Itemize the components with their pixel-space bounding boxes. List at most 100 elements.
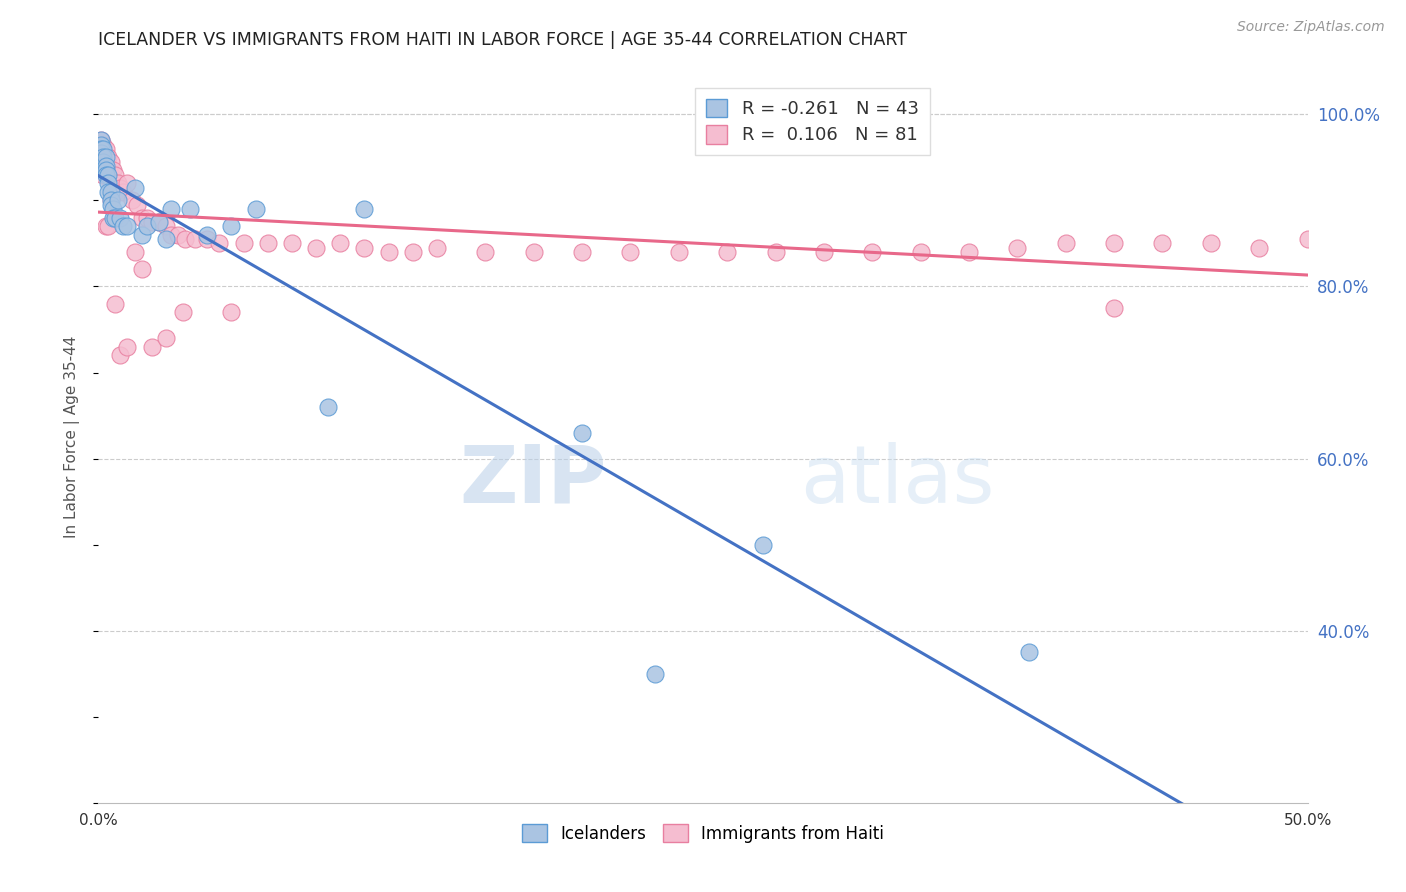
Point: [121, 194, 143, 208]
Legend: Icelanders, Immigrants from Haiti: Icelanders, Immigrants from Haiti: [515, 818, 891, 849]
Point: [1054, 236, 1077, 251]
Point: [104, 176, 127, 190]
Point: [90, 133, 112, 147]
Point: [752, 538, 775, 552]
Point: [1152, 236, 1174, 251]
Point: [107, 194, 129, 208]
Point: [155, 331, 177, 345]
Point: [90, 163, 112, 178]
Point: [100, 154, 122, 169]
Point: [90, 146, 112, 161]
Point: [91, 142, 114, 156]
Text: ZIP: ZIP: [458, 442, 606, 520]
Point: [184, 232, 207, 246]
Point: [107, 176, 129, 190]
Point: [108, 211, 131, 225]
Point: [1102, 236, 1125, 251]
Point: [100, 194, 122, 208]
Point: [91, 163, 114, 178]
Point: [765, 245, 787, 260]
Point: [97, 168, 120, 182]
Point: [100, 168, 122, 182]
Point: [172, 305, 194, 319]
Point: [221, 305, 243, 319]
Point: [141, 340, 163, 354]
Point: [1018, 645, 1040, 659]
Point: [281, 236, 304, 251]
Point: [1199, 236, 1222, 251]
Point: [195, 232, 218, 246]
Point: [91, 150, 114, 164]
Point: [104, 211, 127, 225]
Point: [111, 219, 134, 234]
Point: [90, 133, 112, 147]
Point: [131, 211, 153, 225]
Point: [305, 241, 328, 255]
Point: [957, 245, 980, 260]
Point: [1296, 232, 1319, 246]
Point: [90, 137, 112, 152]
Point: [97, 168, 120, 182]
Point: [316, 400, 339, 414]
Point: [1102, 301, 1125, 315]
Point: [117, 219, 139, 234]
Point: [108, 348, 131, 362]
Point: [167, 227, 190, 242]
Point: [90, 154, 112, 169]
Point: [148, 215, 170, 229]
Point: [910, 245, 932, 260]
Point: [101, 211, 124, 225]
Point: [141, 215, 163, 229]
Point: [111, 185, 134, 199]
Point: [94, 150, 117, 164]
Point: [91, 146, 114, 161]
Point: [91, 137, 114, 152]
Point: [97, 219, 120, 234]
Text: ICELANDER VS IMMIGRANTS FROM HAITI IN LABOR FORCE | AGE 35-44 CORRELATION CHART: ICELANDER VS IMMIGRANTS FROM HAITI IN LA…: [98, 31, 907, 49]
Point: [131, 262, 153, 277]
Point: [221, 219, 243, 234]
Point: [94, 150, 117, 164]
Point: [1249, 241, 1271, 255]
Text: atlas: atlas: [800, 442, 994, 520]
Point: [195, 227, 218, 242]
Point: [91, 154, 114, 169]
Point: [124, 245, 146, 260]
Point: [668, 245, 690, 260]
Y-axis label: In Labor Force | Age 35-44: In Labor Force | Age 35-44: [63, 336, 80, 538]
Point: [104, 168, 127, 182]
Point: [474, 245, 496, 260]
Point: [377, 245, 399, 260]
Point: [100, 194, 122, 208]
Point: [426, 241, 449, 255]
Point: [101, 163, 124, 178]
Point: [94, 163, 117, 178]
Point: [571, 425, 593, 440]
Point: [94, 168, 117, 182]
Point: [90, 159, 112, 173]
Point: [94, 159, 117, 173]
Point: [131, 227, 153, 242]
Point: [101, 185, 124, 199]
Point: [97, 185, 120, 199]
Point: [97, 159, 120, 173]
Point: [90, 142, 112, 156]
Point: [716, 245, 738, 260]
Point: [97, 150, 120, 164]
Point: [90, 154, 112, 169]
Point: [94, 219, 117, 234]
Point: [104, 185, 127, 199]
Point: [127, 198, 149, 212]
Point: [160, 227, 183, 242]
Point: [155, 219, 177, 234]
Point: [523, 245, 546, 260]
Point: [91, 154, 114, 169]
Point: [1007, 241, 1029, 255]
Point: [108, 180, 131, 194]
Point: [100, 176, 122, 190]
Point: [179, 202, 201, 216]
Point: [813, 245, 835, 260]
Point: [155, 232, 177, 246]
Point: [117, 176, 139, 190]
Point: [329, 236, 352, 251]
